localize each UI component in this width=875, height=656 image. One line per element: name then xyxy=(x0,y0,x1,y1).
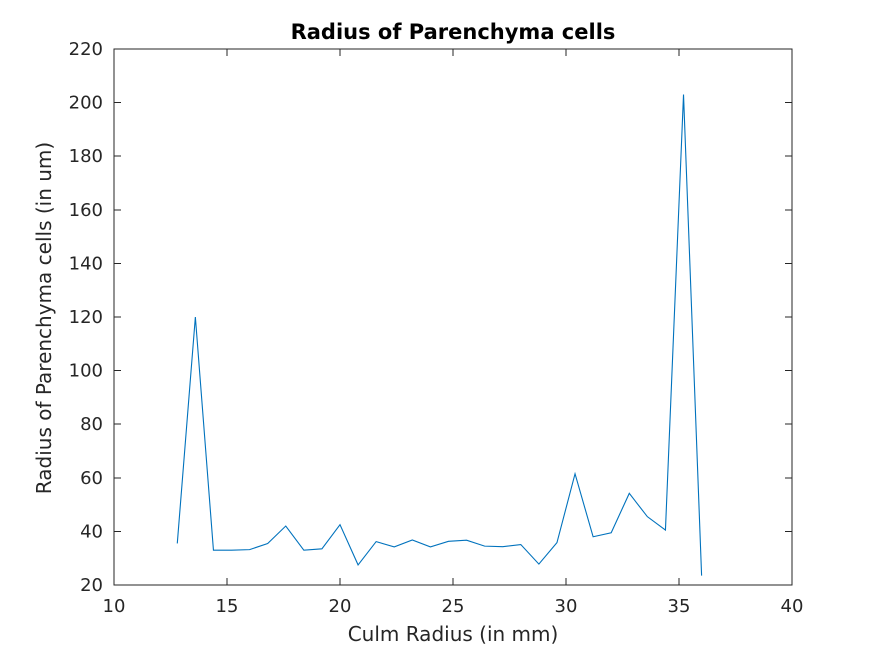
x-axis-ticks: 10 15 20 25 30 35 40 xyxy=(103,49,804,617)
x-tick-label: 10 xyxy=(103,596,126,617)
x-tick-label: 20 xyxy=(329,596,352,617)
series-line-1 xyxy=(176,94,703,576)
y-tick-label: 220 xyxy=(69,39,103,60)
y-tick-label: 100 xyxy=(69,361,103,382)
x-tick-label: 15 xyxy=(216,596,239,617)
x-axis-label: Culm Radius (in mm) xyxy=(348,622,559,646)
y-tick-label: 20 xyxy=(80,575,103,596)
x-tick-label: 35 xyxy=(668,596,691,617)
data-series xyxy=(176,94,703,576)
x-tick-label: 25 xyxy=(442,596,465,617)
y-tick-label: 60 xyxy=(80,468,103,489)
y-axis-ticks: 20 40 60 80 100 120 140 160 180 200 220 xyxy=(69,39,792,596)
y-tick-label: 200 xyxy=(69,93,103,114)
y-tick-label: 180 xyxy=(69,146,103,167)
x-tick-label: 40 xyxy=(781,596,804,617)
y-tick-label: 160 xyxy=(69,200,103,221)
y-tick-label: 140 xyxy=(69,253,103,274)
y-axis-label: Radius of Parenchyma cells (in um) xyxy=(32,142,56,494)
y-tick-label: 40 xyxy=(80,521,103,542)
chart-title: Radius of Parenchyma cells xyxy=(291,20,616,44)
y-tick-label: 80 xyxy=(80,414,103,435)
y-tick-label: 120 xyxy=(69,307,103,328)
x-tick-label: 30 xyxy=(555,596,578,617)
